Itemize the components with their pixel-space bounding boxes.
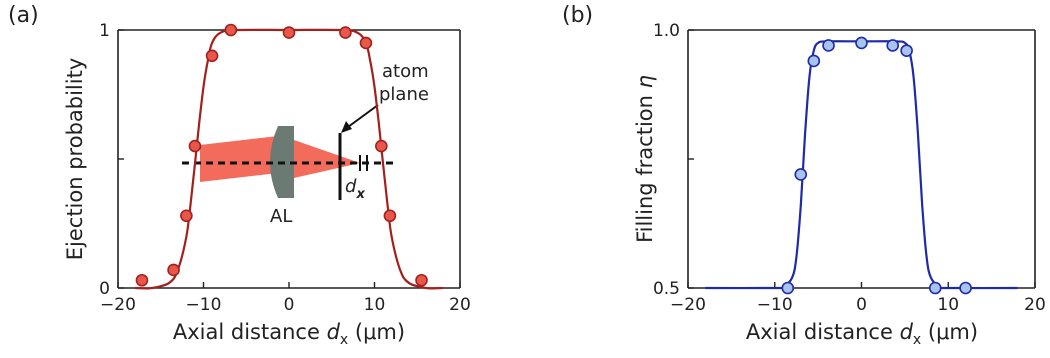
panel-b-fit: [705, 40, 1018, 290]
panel-a-xlabel: Axial distance dx (μm): [173, 320, 405, 348]
panel-a-ytick-label: 1: [99, 21, 110, 41]
panel-b-data-point: [807, 54, 821, 68]
panel-a-xtick-label: 10: [364, 295, 386, 315]
offset-label: dx: [345, 176, 365, 202]
panel-b-xtick-label: 10: [937, 295, 959, 315]
panel-a-data-point: [180, 209, 193, 223]
panel-a-xtick-label: −10: [186, 295, 222, 315]
panel-a-data-point: [383, 209, 397, 223]
panel-a-ytick-label: 0: [99, 279, 110, 299]
panel-b-ytick-label: 0.5: [653, 279, 680, 299]
panel-b-data-point: [781, 281, 795, 295]
panel-a-data-point: [188, 139, 202, 153]
panel-b-data-point: [928, 281, 942, 295]
panel-a-ylabel: Ejection probability: [63, 58, 87, 261]
panel-b-label: (b): [562, 3, 593, 28]
panel-b-ytick-label: 1.0: [653, 21, 680, 41]
panel-a-data-point: [135, 273, 149, 287]
atom-plane-arrow: [347, 104, 379, 128]
panel-b-points: [781, 36, 972, 295]
panel-a-data-point: [339, 26, 352, 39]
panel-b-xtick-label: −10: [757, 295, 793, 315]
panel-b-ylabel: Filling fraction η: [633, 75, 657, 243]
atom-plane-label-1: atom: [382, 61, 429, 82]
panel-b-xtick-label: −20: [670, 295, 706, 315]
beam-right: [294, 140, 360, 178]
panel-a-xtick-label: 0: [284, 295, 295, 315]
lens-label: AL: [270, 206, 292, 227]
offset-subscript: x: [355, 187, 365, 202]
panel-a-label: (a): [8, 3, 39, 28]
panel-b-xlabel: Axial distance dx (μm): [746, 320, 978, 348]
panel-b-data-point: [900, 44, 913, 57]
panel-b-data-point: [886, 39, 900, 52]
panel-a-xtick-label: −20: [100, 295, 136, 315]
panel-a-points: [135, 23, 428, 287]
atom-plane-arrowhead: [341, 121, 352, 133]
inset-schematic: atom plane AL dx: [182, 61, 429, 227]
beam-left: [200, 136, 278, 182]
panel-a: (a) −20 −10 0 10 20 0 1 atom plane AL dx: [8, 3, 471, 348]
panel-a-data-point: [167, 263, 180, 277]
panel-b: (b) −20 −10 0 10 20 0.5 1.0 Filling fraction η…: [562, 3, 1046, 348]
panel-b-data-point: [855, 36, 868, 50]
panel-b-frame: [687, 29, 1036, 289]
panel-a-data-point: [415, 273, 428, 287]
panel-a-data-point: [282, 26, 296, 39]
panel-b-data-point: [794, 168, 808, 181]
panel-a-data-point: [205, 49, 219, 63]
atom-plane-label-2: plane: [379, 84, 429, 105]
panel-b-data-point: [959, 281, 972, 295]
panel-a-ticks: −20 −10 0 10 20 0 1: [99, 21, 471, 315]
offset-symbol: d: [345, 176, 357, 197]
panel-b-ticks: −20 −10 0 10 20 0.5 1.0: [653, 21, 1046, 315]
panel-a-data-point: [375, 139, 388, 153]
panel-b-data-point: [822, 39, 835, 52]
panel-a-data-point: [224, 23, 238, 37]
panel-a-data-point: [359, 36, 373, 50]
panel-b-fit-curve: [705, 40, 1018, 290]
panel-a-xtick-label: 20: [449, 295, 471, 315]
panel-b-xtick-label: 20: [1024, 295, 1046, 315]
panel-b-xtick-label: 0: [856, 295, 867, 315]
